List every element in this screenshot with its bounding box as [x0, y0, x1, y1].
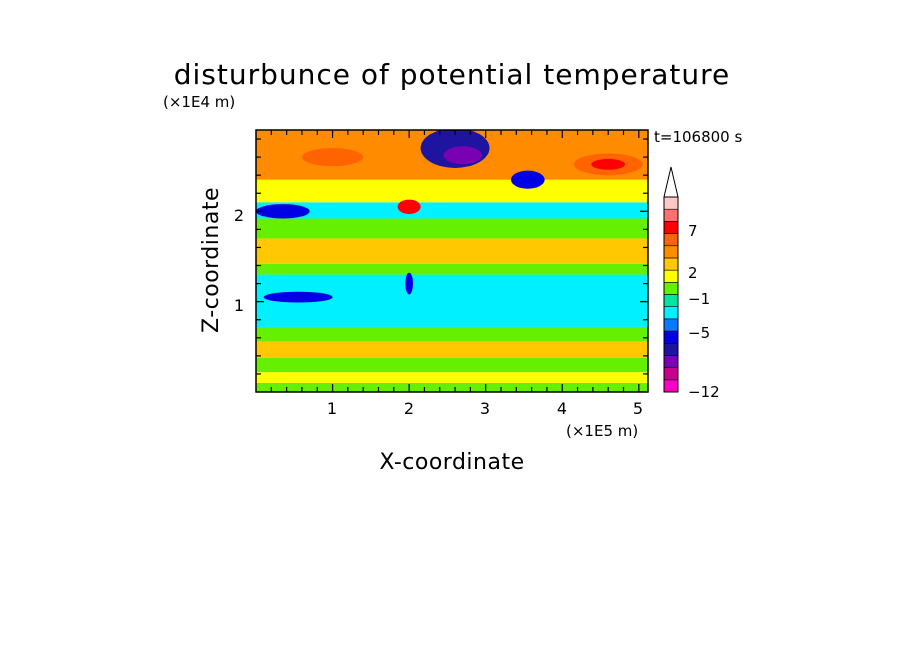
- field-blob-9: [301, 148, 364, 167]
- field-blob-1: [443, 146, 482, 165]
- field-band-0: [256, 382, 648, 392]
- colorbar-swatch-2: [663, 355, 679, 368]
- colorbar-swatch-11: [663, 245, 679, 259]
- field-band-1: [256, 372, 648, 383]
- x-tick-label-5: 5: [633, 399, 643, 418]
- x-tick-label-3: 3: [480, 399, 490, 418]
- colorbar-swatch-15: [663, 196, 679, 210]
- colorbar-label-minus5: −5: [688, 324, 710, 342]
- colorbar-swatch-4: [663, 330, 679, 344]
- field-band-6: [256, 263, 648, 275]
- colorbar-swatch-0: [663, 379, 679, 393]
- x-axis-unit: (×1E5 m): [566, 422, 638, 440]
- colorbar-swatch-6: [663, 306, 679, 320]
- heatmap-field: [256, 130, 648, 392]
- x-tick-label-2: 2: [404, 399, 414, 418]
- field-blob-8: [405, 272, 413, 295]
- colorbar: [663, 166, 679, 393]
- colorbar-swatch-1: [663, 367, 679, 381]
- x-tick-label-4: 4: [557, 399, 567, 418]
- colorbar-swatch-3: [663, 342, 679, 356]
- axis-ticks: [256, 130, 648, 392]
- field-band-4: [256, 326, 648, 342]
- field-blob-2: [510, 170, 545, 189]
- field-band-10: [256, 179, 648, 203]
- x-axis-label: X-coordinate: [379, 450, 524, 475]
- field-band-7: [256, 238, 648, 264]
- colorbar-label-2: 2: [688, 264, 698, 282]
- colorbar-label-7: 7: [688, 222, 698, 240]
- field-band-8: [256, 218, 648, 239]
- time-label: t=106800 s: [654, 128, 742, 146]
- colorbar-label-minus12: −12: [688, 383, 720, 401]
- colorbar-swatch-13: [663, 221, 679, 234]
- y-tick-label-1: 1: [234, 296, 244, 315]
- field-blob-6: [256, 204, 310, 219]
- colorbar-label-minus1: −1: [688, 290, 710, 308]
- colorbar-swatch-7: [663, 294, 679, 307]
- field-band-2: [256, 357, 648, 373]
- field-blob-7: [263, 291, 333, 303]
- chart-title: disturbunce of potential temperature: [174, 58, 731, 91]
- colorbar-swatch-12: [663, 233, 679, 247]
- colorbar-extend-arrow: [663, 166, 679, 198]
- y-axis-label: Z-coordinate: [199, 187, 224, 333]
- colorbar-swatch-10: [663, 257, 679, 271]
- colorbar-swatch-8: [663, 282, 679, 295]
- colorbar-swatch-5: [663, 318, 679, 332]
- y-axis-unit: (×1E4 m): [163, 93, 235, 111]
- colorbar-swatch-14: [663, 208, 679, 222]
- x-tick-label-1: 1: [327, 399, 337, 418]
- field-blob-5: [397, 199, 421, 215]
- plot-frame: [255, 129, 649, 393]
- colorbar-frame: [663, 196, 679, 393]
- field-band-9: [256, 202, 648, 219]
- colorbar-swatch-9: [663, 269, 679, 283]
- field-band-3: [256, 341, 648, 358]
- field-blob-4: [591, 158, 626, 170]
- y-tick-label-2: 2: [234, 206, 244, 225]
